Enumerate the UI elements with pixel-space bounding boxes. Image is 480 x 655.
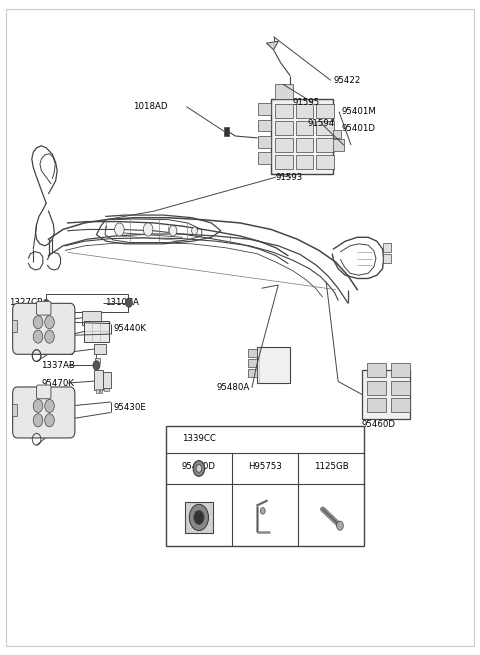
Text: 95480A: 95480A: [216, 383, 250, 392]
Bar: [367, 398, 386, 413]
Bar: [333, 130, 340, 138]
Circle shape: [193, 460, 204, 476]
Bar: [103, 372, 111, 388]
Text: H95753: H95753: [248, 462, 282, 471]
Bar: [333, 140, 344, 151]
FancyBboxPatch shape: [36, 301, 51, 315]
FancyBboxPatch shape: [36, 385, 51, 399]
Bar: [12, 404, 17, 416]
Text: 1327CB: 1327CB: [9, 298, 43, 307]
Bar: [96, 389, 99, 393]
Text: 95800K: 95800K: [41, 331, 74, 340]
Text: 91594: 91594: [307, 119, 334, 128]
Bar: [383, 243, 391, 252]
Bar: [316, 155, 334, 169]
Text: 91593: 91593: [276, 173, 303, 181]
Text: 95430E: 95430E: [113, 403, 146, 412]
Bar: [84, 321, 109, 342]
Bar: [275, 84, 293, 99]
Text: 95460D: 95460D: [362, 420, 396, 429]
Bar: [197, 521, 200, 528]
Bar: [275, 155, 293, 169]
Bar: [100, 389, 102, 393]
Circle shape: [43, 299, 49, 307]
Bar: [271, 99, 333, 174]
Bar: [248, 359, 257, 367]
Bar: [166, 426, 364, 546]
Circle shape: [33, 400, 43, 413]
Polygon shape: [266, 41, 278, 50]
Bar: [296, 138, 313, 152]
FancyBboxPatch shape: [12, 303, 75, 354]
Circle shape: [189, 504, 208, 531]
Bar: [258, 136, 271, 148]
Text: 95800S: 95800S: [41, 348, 74, 357]
Text: 95401M: 95401M: [341, 107, 376, 116]
Circle shape: [45, 330, 54, 343]
Bar: [258, 120, 271, 132]
Circle shape: [336, 521, 343, 531]
Text: 95430D: 95430D: [182, 462, 216, 471]
Text: 95413A: 95413A: [32, 429, 65, 438]
Text: 1018AD: 1018AD: [133, 102, 167, 111]
Bar: [296, 155, 313, 169]
Bar: [224, 127, 229, 136]
Bar: [248, 349, 257, 357]
Circle shape: [260, 508, 265, 514]
Bar: [296, 104, 313, 118]
Text: 1337AB: 1337AB: [41, 361, 75, 370]
Bar: [185, 502, 213, 533]
Bar: [391, 363, 410, 377]
Bar: [316, 121, 334, 135]
Circle shape: [45, 414, 54, 427]
Circle shape: [192, 227, 197, 234]
Text: 95440K: 95440K: [113, 324, 146, 333]
Bar: [296, 121, 313, 135]
Circle shape: [115, 223, 124, 236]
Text: 95401D: 95401D: [341, 124, 375, 133]
Text: 95420N: 95420N: [33, 316, 67, 326]
Bar: [316, 104, 334, 118]
Circle shape: [169, 225, 177, 236]
Text: 1339CC: 1339CC: [182, 434, 216, 443]
Bar: [275, 121, 293, 135]
Bar: [104, 388, 109, 391]
Text: 1125GB: 1125GB: [314, 462, 348, 471]
Circle shape: [33, 414, 43, 427]
Circle shape: [196, 464, 202, 472]
Bar: [383, 254, 391, 263]
Bar: [362, 370, 410, 419]
Circle shape: [93, 361, 100, 370]
Bar: [95, 358, 100, 364]
Text: 1310CA: 1310CA: [105, 298, 139, 307]
Circle shape: [144, 223, 153, 236]
Circle shape: [193, 510, 204, 525]
Bar: [391, 381, 410, 394]
Bar: [367, 381, 386, 394]
Bar: [12, 320, 17, 332]
Bar: [82, 310, 101, 325]
Bar: [275, 104, 293, 118]
Text: 95470K: 95470K: [41, 379, 74, 388]
FancyBboxPatch shape: [12, 387, 75, 438]
Circle shape: [33, 330, 43, 343]
Bar: [275, 138, 293, 152]
Text: 95422: 95422: [333, 76, 360, 85]
Bar: [367, 363, 386, 377]
Bar: [46, 294, 128, 312]
Bar: [94, 344, 106, 354]
Circle shape: [45, 316, 54, 329]
Bar: [248, 369, 257, 377]
Bar: [257, 347, 290, 383]
Bar: [391, 398, 410, 413]
Bar: [94, 370, 103, 390]
Text: 91595: 91595: [293, 98, 320, 107]
Circle shape: [126, 298, 132, 307]
Bar: [316, 138, 334, 152]
Bar: [258, 103, 271, 115]
Text: 95413A: 95413A: [32, 348, 65, 357]
Circle shape: [45, 400, 54, 413]
Bar: [258, 153, 271, 164]
Circle shape: [33, 316, 43, 329]
